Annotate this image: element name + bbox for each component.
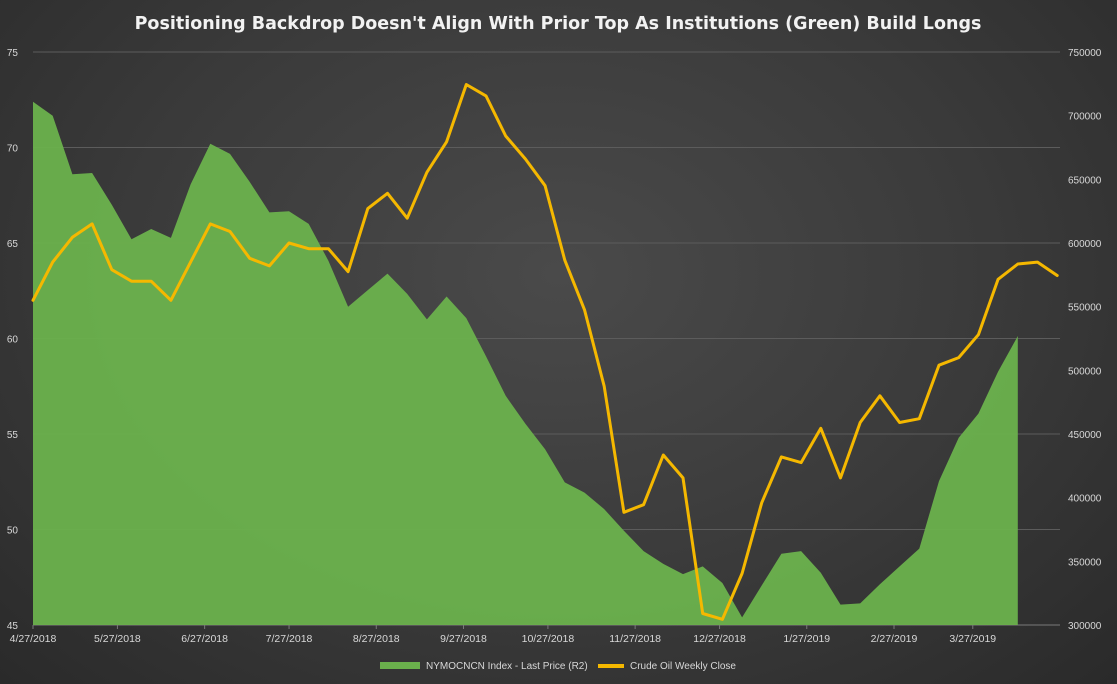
y-axis-right: 300000 350000 400000 450000 500000 550000 6000… bbox=[1068, 48, 1102, 632]
legend-label-crude-oil: Crude Oil Weekly Close bbox=[630, 661, 736, 672]
y-left-tick-1: 50 bbox=[7, 526, 19, 537]
legend: NYMOCNCN Index - Last Price (R2) Crude O… bbox=[380, 661, 736, 672]
area-nymocncn bbox=[33, 101, 1018, 625]
x-tick-7: 11/27/2018 bbox=[609, 633, 661, 645]
x-tick-6: 10/27/2018 bbox=[522, 633, 575, 645]
x-tick-2: 6/27/2018 bbox=[181, 633, 228, 645]
x-tick-5: 9/27/2018 bbox=[440, 633, 487, 645]
y-right-tick-6: 600000 bbox=[1068, 239, 1102, 250]
y-left-tick-6: 75 bbox=[7, 48, 19, 59]
y-left-tick-3: 60 bbox=[7, 335, 19, 346]
area-series bbox=[33, 101, 1018, 625]
y-right-tick-4: 500000 bbox=[1068, 366, 1102, 377]
y-right-tick-9: 750000 bbox=[1068, 48, 1102, 59]
y-left-tick-0: 45 bbox=[7, 621, 19, 632]
y-right-tick-5: 550000 bbox=[1068, 303, 1102, 314]
x-tick-3: 7/27/2018 bbox=[266, 633, 313, 645]
y-left-tick-5: 70 bbox=[7, 144, 19, 155]
x-tick-8: 12/27/2018 bbox=[693, 633, 746, 645]
legend-swatch-crude-oil bbox=[598, 664, 624, 668]
x-tick-11: 3/27/2019 bbox=[949, 633, 996, 645]
x-tick-0: 4/27/2018 bbox=[10, 633, 57, 645]
x-axis: 4/27/2018 5/27/2018 6/27/2018 7/27/2018 8/27… bbox=[10, 625, 996, 645]
y-right-tick-3: 450000 bbox=[1068, 430, 1102, 441]
x-tick-4: 8/27/2018 bbox=[353, 633, 400, 645]
y-right-tick-0: 300000 bbox=[1068, 621, 1102, 632]
legend-swatch-nymocncn bbox=[380, 662, 420, 669]
chart-title: Positioning Backdrop Doesn't Align With … bbox=[135, 14, 982, 34]
y-left-tick-4: 65 bbox=[7, 239, 19, 250]
x-tick-9: 1/27/2019 bbox=[783, 633, 830, 645]
y-left-tick-2: 55 bbox=[7, 430, 19, 441]
y-axis-left: 45 50 55 60 65 70 75 bbox=[7, 48, 19, 632]
y-right-tick-1: 350000 bbox=[1068, 557, 1102, 568]
y-right-tick-2: 400000 bbox=[1068, 494, 1102, 505]
y-right-tick-8: 700000 bbox=[1068, 112, 1102, 123]
y-right-tick-7: 650000 bbox=[1068, 175, 1102, 186]
line-crude-oil bbox=[31, 83, 1059, 621]
legend-label-nymocncn: NYMOCNCN Index - Last Price (R2) bbox=[426, 661, 588, 672]
x-tick-1: 5/27/2018 bbox=[94, 633, 141, 645]
x-tick-10: 2/27/2019 bbox=[871, 633, 918, 645]
line-series bbox=[31, 83, 1059, 621]
